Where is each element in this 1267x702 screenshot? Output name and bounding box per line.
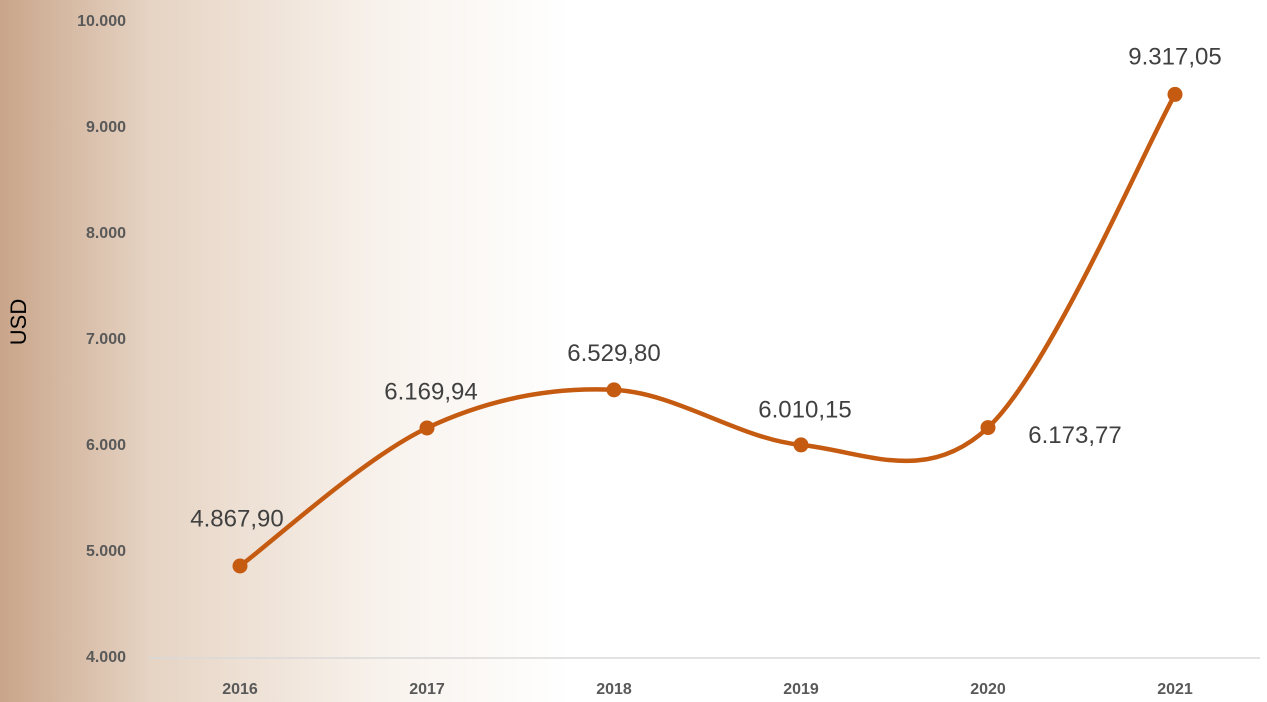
- x-tick-label: 2018: [596, 681, 632, 698]
- y-tick-label: 6.000: [86, 437, 126, 454]
- marker: [420, 420, 435, 435]
- marker: [233, 559, 248, 574]
- y-tick-label: 4.000: [86, 649, 126, 666]
- marker: [794, 437, 809, 452]
- marker: [607, 382, 622, 397]
- value-label: 6.529,80: [567, 340, 660, 367]
- x-tick-label: 2016: [222, 681, 258, 698]
- y-tick-label: 8.000: [86, 225, 126, 242]
- value-label: 6.173,77: [1028, 422, 1121, 449]
- y-tick-label: 5.000: [86, 543, 126, 560]
- y-tick-label: 9.000: [86, 119, 126, 136]
- marker: [1168, 87, 1183, 102]
- x-tick-label: 2020: [970, 681, 1006, 698]
- y-axis-label: USD: [6, 299, 31, 345]
- x-tick-label: 2021: [1157, 681, 1193, 698]
- marker: [981, 420, 996, 435]
- x-tick-label: 2017: [409, 681, 445, 698]
- value-label: 6.169,94: [384, 378, 477, 405]
- value-label: 6.010,15: [758, 396, 851, 423]
- x-tick-label: 2019: [783, 681, 819, 698]
- chart: USD 4.000 5.000 6.000 7.000 8.000 9.000 10.000…: [0, 0, 1267, 702]
- value-label: 9.317,05: [1128, 44, 1221, 71]
- value-label: 4.867,90: [190, 505, 283, 532]
- y-tick-label: 10.000: [77, 13, 126, 30]
- y-tick-label: 7.000: [86, 331, 126, 348]
